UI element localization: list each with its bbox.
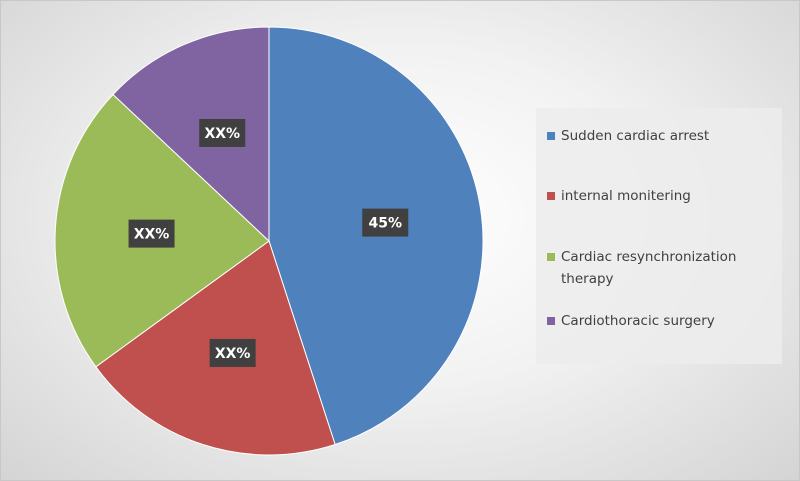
legend-label: Sudden cardiac arrest (561, 128, 710, 144)
legend-swatch (547, 132, 555, 140)
legend-swatch (547, 253, 555, 261)
legend-item-internal-monitering: internal monitering (547, 185, 783, 207)
legend: Sudden cardiac arrest internal moniterin… (536, 108, 782, 364)
legend-label: Cardiothoracic surgery (561, 313, 715, 329)
data-label: XX% (199, 118, 246, 147)
pie-slice-cardiothoracic-surgery (112, 26, 270, 243)
data-label-box (128, 219, 175, 248)
data-label-text: XX% (204, 126, 240, 142)
legend-item-cardiothoracic-surgery: Cardiothoracic surgery (547, 310, 783, 332)
legend-swatch (547, 192, 555, 200)
legend-item-cardiac-resynchronization-therapy: Cardiac resynchronization therapy (547, 246, 783, 290)
data-label-text: XX% (215, 346, 251, 362)
data-label-box (199, 118, 246, 147)
legend-label: internal monitering (561, 188, 691, 204)
legend-item-sudden-cardiac-arrest: Sudden cardiac arrest (547, 125, 783, 147)
data-label-box (362, 208, 409, 237)
legend-label: Cardiac resynchronization therapy (561, 249, 737, 287)
data-label: XX% (128, 219, 175, 248)
data-label-text: XX% (134, 227, 170, 243)
data-label: 45% (362, 208, 409, 237)
data-label-text: 45% (368, 216, 402, 232)
legend-swatch (547, 317, 555, 325)
data-label-box (209, 338, 256, 367)
data-label: XX% (209, 338, 256, 367)
